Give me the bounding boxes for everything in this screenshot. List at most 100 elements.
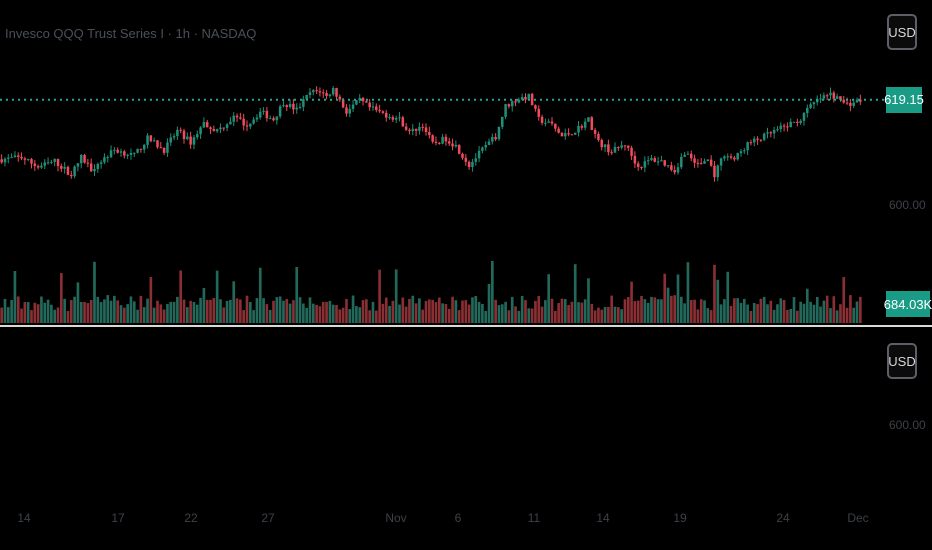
candle — [371, 106, 375, 108]
candle — [507, 104, 511, 107]
candle — [345, 107, 348, 114]
volume-bar — [169, 301, 173, 323]
volume-bar — [769, 300, 773, 323]
candle — [408, 129, 411, 132]
volume-bar — [199, 297, 202, 323]
candle — [825, 95, 829, 97]
candle — [109, 150, 113, 158]
candle — [159, 147, 163, 149]
currency-button[interactable]: USD — [887, 14, 917, 50]
candle — [401, 117, 405, 127]
candle — [600, 139, 604, 148]
candle — [501, 116, 504, 127]
candle — [272, 118, 275, 121]
candle — [683, 154, 686, 157]
candle — [630, 147, 633, 156]
candle — [540, 116, 544, 123]
volume-bar — [616, 307, 620, 323]
candle — [762, 133, 766, 140]
volume-bar — [613, 306, 617, 323]
volume-bar — [66, 310, 70, 323]
candle — [424, 127, 428, 133]
volume-bar — [361, 300, 365, 323]
candle — [610, 152, 613, 154]
candle — [70, 174, 73, 177]
volume-bar — [603, 307, 607, 323]
candle — [288, 103, 292, 107]
volume-bar — [746, 304, 749, 323]
volume-bar — [252, 310, 255, 323]
volume-bar — [749, 310, 753, 323]
last-price-tag: 619.15 — [884, 86, 924, 113]
candle — [772, 129, 776, 134]
candle — [26, 158, 30, 160]
candle — [726, 156, 729, 158]
volume-bar — [325, 301, 328, 323]
volume-bar — [434, 302, 438, 323]
volume-bar — [832, 296, 836, 323]
candle — [729, 156, 733, 158]
volume-bar — [321, 301, 325, 323]
candle — [743, 150, 746, 152]
candle — [643, 161, 647, 168]
candle — [404, 126, 408, 130]
volume-bar — [762, 296, 766, 323]
volume-bar — [441, 303, 444, 323]
candle — [179, 129, 182, 131]
candle — [46, 162, 50, 164]
candle — [23, 158, 27, 160]
candle — [666, 165, 670, 167]
candle — [136, 148, 139, 153]
candle — [222, 127, 226, 129]
candle — [358, 97, 361, 101]
volume-bar — [245, 295, 249, 323]
volume-bar — [43, 302, 47, 323]
volume-bar — [103, 299, 106, 323]
candle — [215, 129, 219, 132]
candle — [196, 134, 199, 138]
candle — [590, 117, 594, 130]
candle — [554, 123, 557, 129]
candle — [418, 126, 421, 131]
volume-bar — [146, 298, 149, 323]
volume-bar — [345, 298, 348, 323]
volume-bar — [384, 297, 388, 323]
volume-bar — [786, 309, 789, 323]
candle — [431, 135, 434, 142]
candle — [255, 117, 259, 120]
volume-bar — [600, 309, 604, 323]
candle — [829, 92, 832, 96]
candle — [99, 162, 103, 164]
volume-bar — [335, 304, 338, 323]
candle — [199, 127, 202, 135]
candle — [63, 166, 66, 169]
candle — [421, 126, 424, 128]
volume-bar — [444, 304, 448, 323]
candle — [209, 127, 212, 129]
volume-bar — [56, 307, 60, 323]
volume-bar — [839, 304, 842, 323]
volume-bar — [796, 310, 799, 323]
candle — [471, 161, 474, 168]
volume-bar — [106, 295, 110, 323]
time-label: 19 — [673, 511, 687, 525]
volume-bar — [69, 299, 73, 323]
candle — [799, 120, 802, 123]
candle — [842, 99, 846, 103]
time-label: Nov — [385, 511, 407, 525]
lower-currency-button[interactable]: USD — [887, 343, 917, 379]
candle — [736, 153, 739, 160]
candle — [40, 165, 43, 168]
candle — [292, 103, 295, 110]
candle — [676, 167, 680, 173]
candle — [444, 136, 448, 142]
time-label: 14 — [596, 511, 610, 525]
volume-bar — [567, 305, 570, 323]
volume-bar — [660, 299, 663, 323]
volume-bar — [96, 296, 100, 323]
volume-bar — [76, 282, 80, 323]
volume-bar — [520, 295, 524, 323]
volume-bar — [454, 300, 458, 323]
